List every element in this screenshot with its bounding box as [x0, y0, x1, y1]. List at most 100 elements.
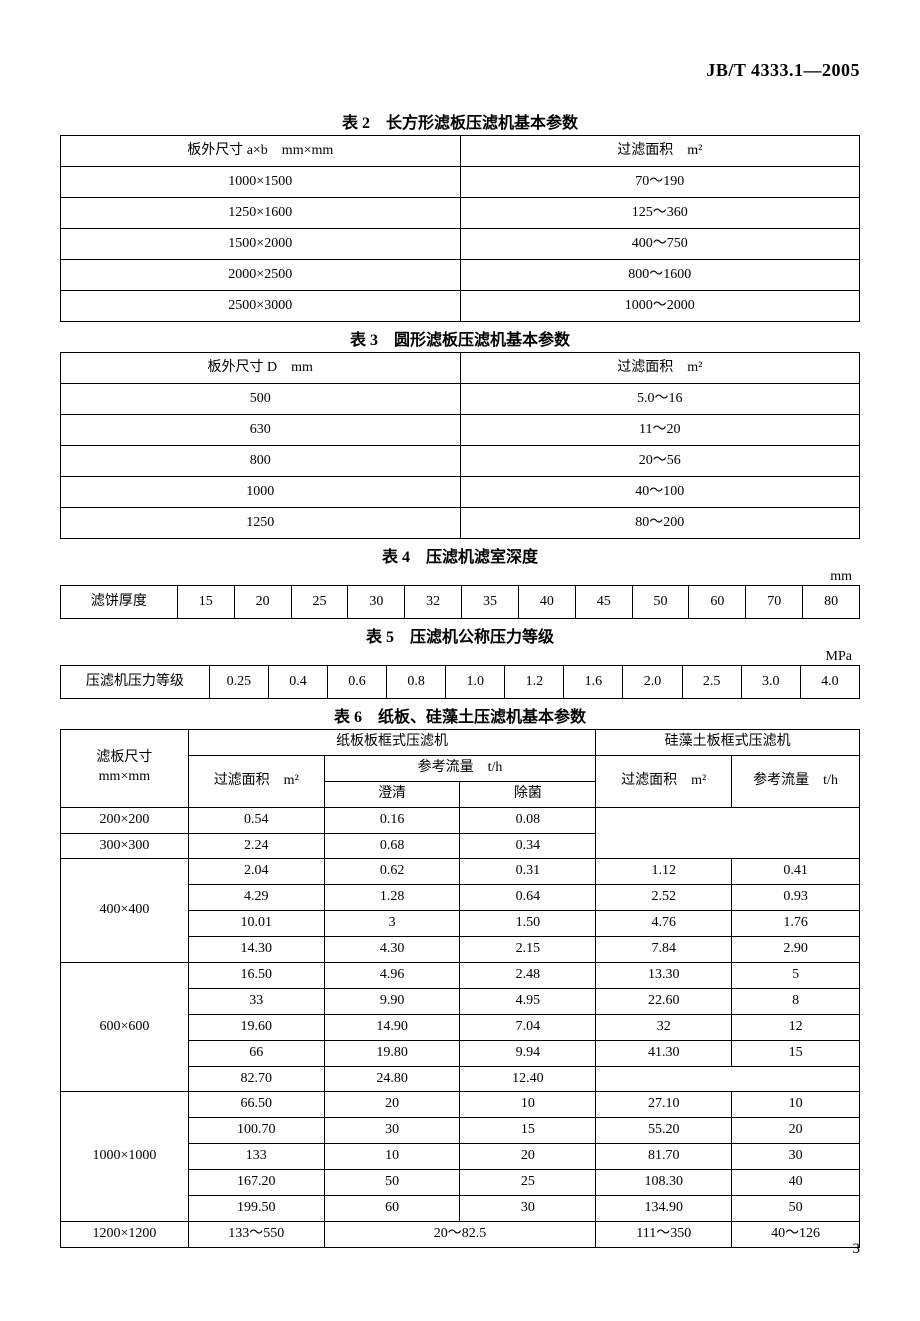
cell-empty	[596, 1066, 860, 1092]
table6-hdr-paper: 纸板板框式压滤机	[188, 730, 595, 756]
cell: 2.5	[682, 666, 741, 699]
cell: 82.70	[188, 1066, 324, 1092]
cell: 25	[291, 586, 348, 619]
table5-label: 压滤机压力等级	[61, 666, 210, 699]
cell: 1000×1500	[61, 167, 461, 198]
table-row: 125080～200	[61, 508, 860, 539]
cell: 20	[234, 586, 291, 619]
cell: 70～190	[460, 167, 860, 198]
table-row: 2500×30001000～2000	[61, 291, 860, 322]
cell: 0.4	[268, 666, 327, 699]
table5-unit: MPa	[60, 649, 852, 665]
table4-title: 表 4 压滤机滤室深度	[60, 543, 860, 567]
cell: 1.28	[324, 885, 460, 911]
cell: 4.29	[188, 885, 324, 911]
cell: 24.80	[324, 1066, 460, 1092]
cell: 2.15	[460, 937, 596, 963]
cell: 4.95	[460, 988, 596, 1014]
cell: 2000×2500	[61, 260, 461, 291]
table6-header-row1: 滤板尺寸 mm×mm 纸板板框式压滤机 硅藻土板框式压滤机	[61, 730, 860, 756]
cell: 4.76	[596, 911, 732, 937]
table6-hdr-size: 滤板尺寸 mm×mm	[61, 730, 189, 808]
table-row: 200×2000.540.160.08	[61, 807, 860, 833]
cell: 15	[460, 1118, 596, 1144]
cell: 81.70	[596, 1144, 732, 1170]
cell: 30	[348, 586, 405, 619]
table6: 滤板尺寸 mm×mm 纸板板框式压滤机 硅藻土板框式压滤机 过滤面积 m² 参考…	[60, 729, 860, 1248]
table-row: 600×60016.504.962.4813.305	[61, 963, 860, 989]
table-row: 1000×100066.50201027.1010	[61, 1092, 860, 1118]
table6-hdr-clar: 澄清	[324, 781, 460, 807]
cell: 800～1600	[460, 260, 860, 291]
table4-row: 滤饼厚度 152025303235404550607080	[61, 586, 860, 619]
cell: 199.50	[188, 1196, 324, 1222]
table6-hdr-ster: 除菌	[460, 781, 596, 807]
cell: 25	[460, 1170, 596, 1196]
table2-col2-header: 过滤面积 m²	[460, 136, 860, 167]
cell: 50	[732, 1196, 860, 1222]
cell: 1000～2000	[460, 291, 860, 322]
cell: 0.62	[324, 859, 460, 885]
cell: 12	[732, 1014, 860, 1040]
cell: 15	[177, 586, 234, 619]
cell: 20	[324, 1092, 460, 1118]
cell: 55.20	[596, 1118, 732, 1144]
cell: 40～100	[460, 477, 860, 508]
cell: 0.68	[324, 833, 460, 859]
cell: 41.30	[596, 1040, 732, 1066]
cell: 40～126	[732, 1221, 860, 1247]
cell: 1000	[61, 477, 461, 508]
cell: 60	[689, 586, 746, 619]
cell: 11～20	[460, 415, 860, 446]
page: JB/T 4333.1—2005 表 2 长方形滤板压滤机基本参数 板外尺寸 a…	[0, 0, 920, 1288]
cell: 1.50	[460, 911, 596, 937]
table3-header-row: 板外尺寸 D mm 过滤面积 m²	[61, 353, 860, 384]
cell: 133～550	[188, 1221, 324, 1247]
table4-label: 滤饼厚度	[61, 586, 178, 619]
cell: 1.12	[596, 859, 732, 885]
table2-col1-header: 板外尺寸 a×b mm×mm	[61, 136, 461, 167]
cell: 4.30	[324, 937, 460, 963]
cell: 32	[405, 586, 462, 619]
cell: 9.94	[460, 1040, 596, 1066]
table5-row: 压滤机压力等级 0.250.40.60.81.01.21.62.02.53.04…	[61, 666, 860, 699]
cell: 2.52	[596, 885, 732, 911]
table3-col1-header: 板外尺寸 D mm	[61, 353, 461, 384]
cell: 1250×1600	[61, 198, 461, 229]
cell: 7.84	[596, 937, 732, 963]
cell: 16.50	[188, 963, 324, 989]
table6-hdr-flow-diat: 参考流量 t/h	[732, 755, 860, 807]
document-id: JB/T 4333.1—2005	[60, 60, 860, 81]
cell: 50	[632, 586, 689, 619]
table6-title: 表 6 纸板、硅藻土压滤机基本参数	[60, 703, 860, 727]
cell: 0.31	[460, 859, 596, 885]
cell: 5.0～16	[460, 384, 860, 415]
cell: 40	[732, 1170, 860, 1196]
cell: 0.54	[188, 807, 324, 833]
cell: 0.08	[460, 807, 596, 833]
cell: 14.90	[324, 1014, 460, 1040]
cell: 50	[324, 1170, 460, 1196]
table3-title: 表 3 圆形滤板压滤机基本参数	[60, 326, 860, 350]
cell: 108.30	[596, 1170, 732, 1196]
cell: 0.64	[460, 885, 596, 911]
cell-size: 300×300	[61, 833, 189, 859]
table2-header-row: 板外尺寸 a×b mm×mm 过滤面积 m²	[61, 136, 860, 167]
cell-size: 1000×1000	[61, 1092, 189, 1221]
table5: 压滤机压力等级 0.250.40.60.81.01.21.62.02.53.04…	[60, 665, 860, 699]
cell: 1.6	[564, 666, 623, 699]
cell: 12.40	[460, 1066, 596, 1092]
cell: 2.04	[188, 859, 324, 885]
cell: 80	[803, 586, 860, 619]
cell: 19.60	[188, 1014, 324, 1040]
cell: 60	[324, 1196, 460, 1222]
cell: 3	[324, 911, 460, 937]
cell-size: 1200×1200	[61, 1221, 189, 1247]
table6-hdr-flow-paper: 参考流量 t/h	[324, 755, 596, 781]
cell: 1250	[61, 508, 461, 539]
cell: 167.20	[188, 1170, 324, 1196]
cell: 5	[732, 963, 860, 989]
table6-hdr-area-paper: 过滤面积 m²	[188, 755, 324, 807]
cell: 0.8	[387, 666, 446, 699]
cell: 19.80	[324, 1040, 460, 1066]
